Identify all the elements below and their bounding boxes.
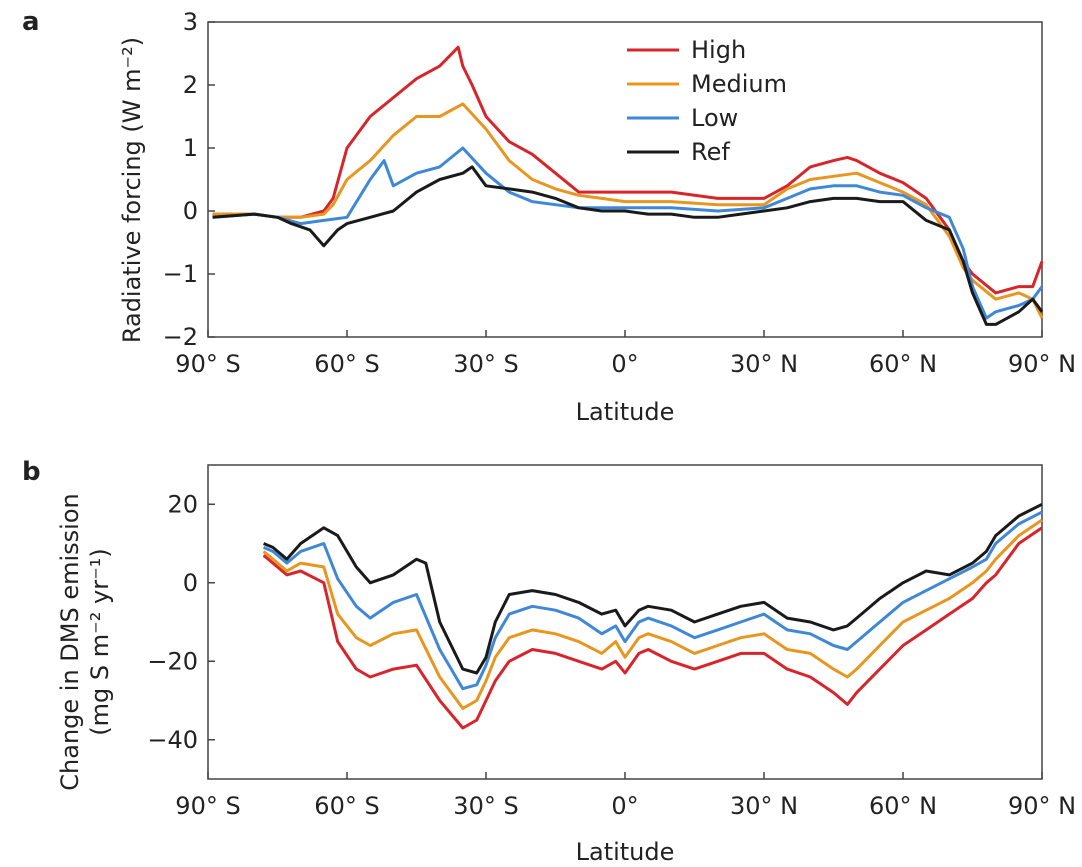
panel-a-x-tick-label: 30° N [730, 350, 798, 378]
panel-b-x-tick-label: 0° [611, 792, 638, 820]
panel-b-series-medium [262, 518, 1043, 710]
panel-a-y-tick-label: −2 [163, 323, 198, 351]
panel-a-frame [207, 21, 1043, 338]
panel-b-x-tick-label: 60° N [869, 792, 937, 820]
panel-b-x-tick-label: 30° S [453, 792, 518, 820]
panel-a-y-tick-label: 1 [183, 134, 198, 162]
panel-a-x-axis-label: Latitude [576, 398, 675, 426]
panel-a-x-ticks: 90° S 60° S 30° S 0° 30° N 60° N 90° N [175, 330, 1076, 378]
legend-label-medium: Medium [691, 70, 787, 98]
panel-b-y-axis-label: Change in DMS emission [56, 493, 84, 790]
legend-label-ref: Ref [691, 138, 730, 166]
panel-a-x-tick-label: 90° S [175, 350, 240, 378]
legend: High Medium Low Ref [627, 36, 787, 166]
panel-a-series [212, 45, 1044, 326]
panel-a-label: a [22, 7, 40, 37]
panel-a-y-ticks: −2 −1 0 1 2 3 [163, 8, 215, 351]
panel-a-x-tick-label: 30° S [453, 350, 518, 378]
panel-b-x-tick-label: 90° S [175, 792, 240, 820]
legend-label-high: High [691, 36, 746, 64]
panel-b-series-high [262, 526, 1043, 730]
panel-b-y-tick-label: −40 [147, 726, 198, 754]
panel-b-x-tick-label: 30° N [730, 792, 798, 820]
panel-b-series-low [263, 510, 1043, 691]
panel-b-y-tick-label: 20 [167, 490, 198, 518]
panel-a-x-tick-label: 60° N [869, 350, 937, 378]
panel-b-y-tick-label: −20 [147, 647, 198, 675]
panel-a-y-axis-label: Radiative forcing (W m⁻²) [118, 37, 146, 343]
panel-b-x-axis-label: Latitude [576, 838, 675, 866]
panel-a-series-high [212, 45, 1044, 295]
panel-a-y-tick-label: 2 [183, 71, 198, 99]
panel-b-x-tick-label: 60° S [314, 792, 379, 820]
panel-a-series-ref [212, 165, 1044, 326]
panel-a-y-tick-label: −1 [163, 260, 198, 288]
panel-b-y-axis-unit: (mg S m⁻² yr⁻¹) [86, 548, 114, 736]
panel-a-y-tick-label: 0 [183, 197, 198, 225]
panel-b-label: b [22, 457, 41, 487]
panel-a-series-low [212, 146, 1044, 320]
panel-b-y-ticks: −40 −20 0 20 [147, 490, 215, 754]
panel-a-x-tick-label: 90° N [1008, 350, 1076, 378]
legend-label-low: Low [691, 104, 738, 132]
panel-b-series [262, 502, 1043, 730]
panel-b-x-tick-label: 90° N [1008, 792, 1076, 820]
panel-a-x-tick-label: 0° [611, 350, 638, 378]
panel-a-y-tick-label: 3 [183, 8, 198, 36]
panel-a-x-tick-label: 60° S [314, 350, 379, 378]
panel-b-series-ref [263, 502, 1043, 675]
panel-b-x-ticks: 90° S 60° S 30° S 0° 30° N 60° N 90° N [175, 772, 1076, 820]
panel-a-series-medium [212, 102, 1044, 319]
panel-b-y-tick-label: 0 [183, 569, 198, 597]
